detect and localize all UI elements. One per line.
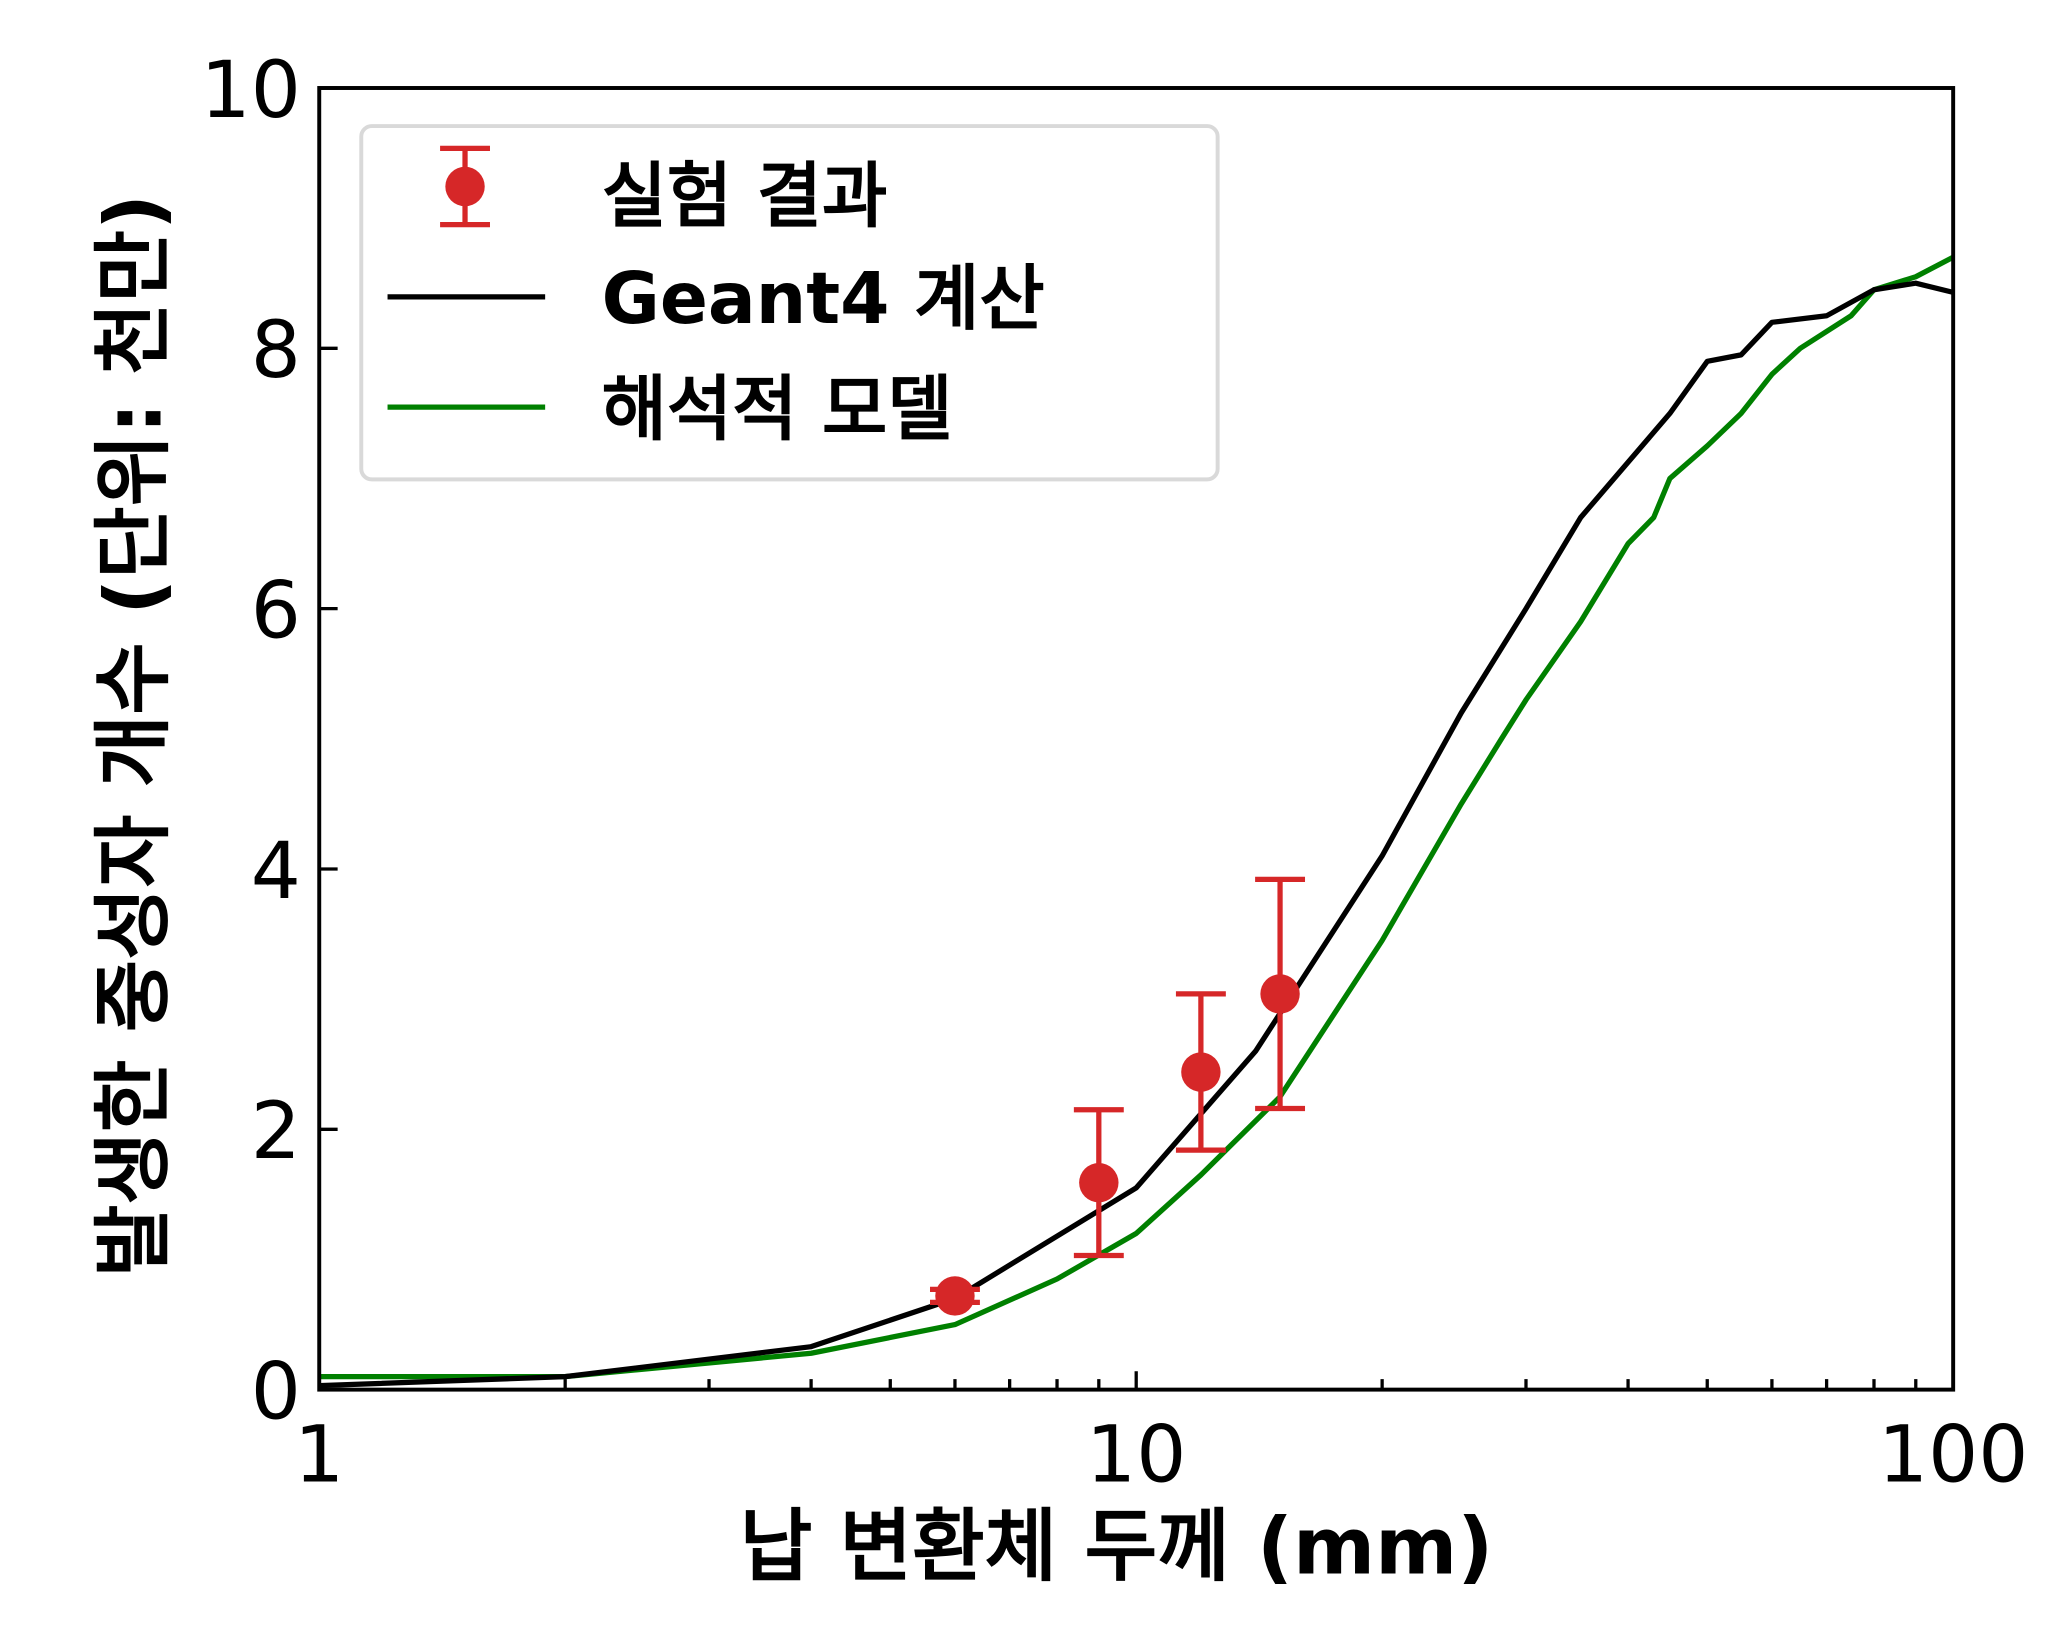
- y-tick-label: 8: [251, 304, 301, 396]
- x-axis-label: 납 변환체 두께 (mm): [740, 1501, 1494, 1593]
- data-point-experiment: [1255, 876, 1306, 1112]
- x-tick-label: 1: [294, 1409, 344, 1501]
- data-point-experiment: [930, 1276, 980, 1316]
- data-point-experiment: [1073, 1107, 1124, 1259]
- x-tick-label: 100: [1878, 1409, 2028, 1501]
- y-tick-label: 4: [251, 825, 301, 917]
- legend-label-geant4: Geant4 계산: [602, 257, 1045, 340]
- series-line-model: [319, 254, 1955, 1380]
- y-axis-label: 발생한 중성자 개수 (단위: 천만): [87, 194, 179, 1277]
- series-line-geant4: [319, 280, 1954, 1389]
- y-tick-label: 0: [251, 1346, 301, 1438]
- legend-label-experiment: 실험 결과: [602, 155, 888, 238]
- axis-ticks: 1 10 100 0 2 4 6 8 10: [201, 44, 2029, 1501]
- data-marker: [1079, 1162, 1119, 1203]
- plot-marks: [319, 254, 1955, 1389]
- y-tick-label: 2: [251, 1085, 301, 1177]
- y-tick-label: 10: [201, 44, 301, 136]
- data-marker: [935, 1276, 975, 1316]
- data-marker: [1181, 1052, 1221, 1092]
- legend-box: [359, 124, 1220, 482]
- legend: 실험 결과 Geant4 계산 해석적 모델: [359, 124, 1220, 482]
- data-point-experiment: [1175, 991, 1226, 1153]
- data-marker: [1260, 974, 1300, 1014]
- legend-label-model: 해석적 모델: [602, 367, 953, 450]
- y-tick-label: 6: [251, 565, 301, 657]
- legend-marker-experiment: [440, 145, 490, 228]
- x-tick-label: 10: [1086, 1409, 1186, 1501]
